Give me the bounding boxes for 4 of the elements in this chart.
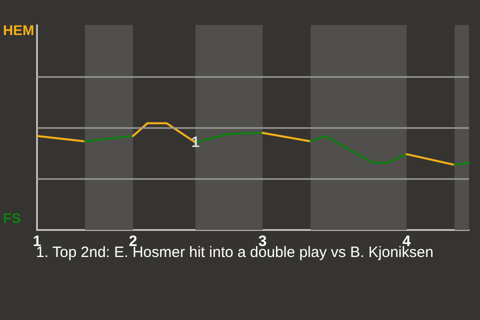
text: HEM	[3, 22, 34, 38]
text: FS	[3, 210, 21, 226]
x-tick-label: 3	[258, 233, 267, 250]
annotation: 1	[191, 134, 200, 151]
